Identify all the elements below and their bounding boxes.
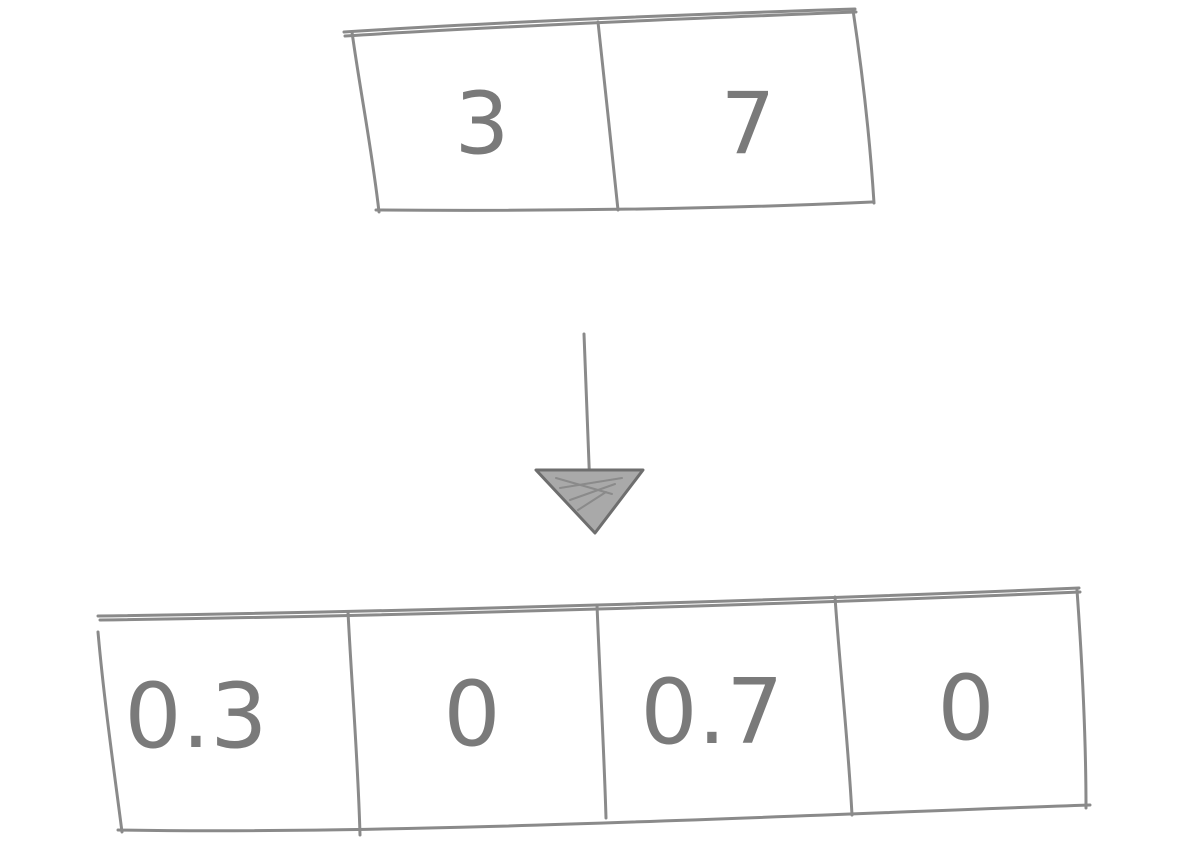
output-array-left-border: [96, 630, 124, 834]
output-array-right-border: [1075, 588, 1088, 810]
input-array-left-border: [350, 30, 381, 214]
output-cell-0: 0.3: [124, 664, 267, 769]
output-array-bottom-border: [116, 803, 1092, 833]
output-array-divider-3: [833, 595, 854, 817]
input-cell-1: 7: [721, 74, 776, 174]
input-array-bottom-border: [374, 200, 874, 212]
output-array-divider-2: [595, 603, 608, 820]
output-cell-1: 0: [443, 662, 500, 767]
input-array-top-border: [342, 7, 858, 38]
arrow-head-hatching: [555, 477, 623, 511]
output-cell-2: 0.7: [640, 660, 783, 765]
input-array: 3 7: [342, 7, 876, 214]
output-array-divider-1: [346, 610, 362, 837]
input-array-right-border: [851, 8, 876, 205]
output-cell-3: 0: [937, 656, 994, 761]
arrow-shaft: [582, 332, 592, 492]
output-array: 0.3 0 0.7 0: [96, 586, 1092, 837]
output-array-top-border: [96, 586, 1082, 622]
input-cell-0: 3: [455, 74, 510, 174]
input-array-divider: [596, 20, 620, 212]
down-arrow-icon: [534, 332, 645, 535]
